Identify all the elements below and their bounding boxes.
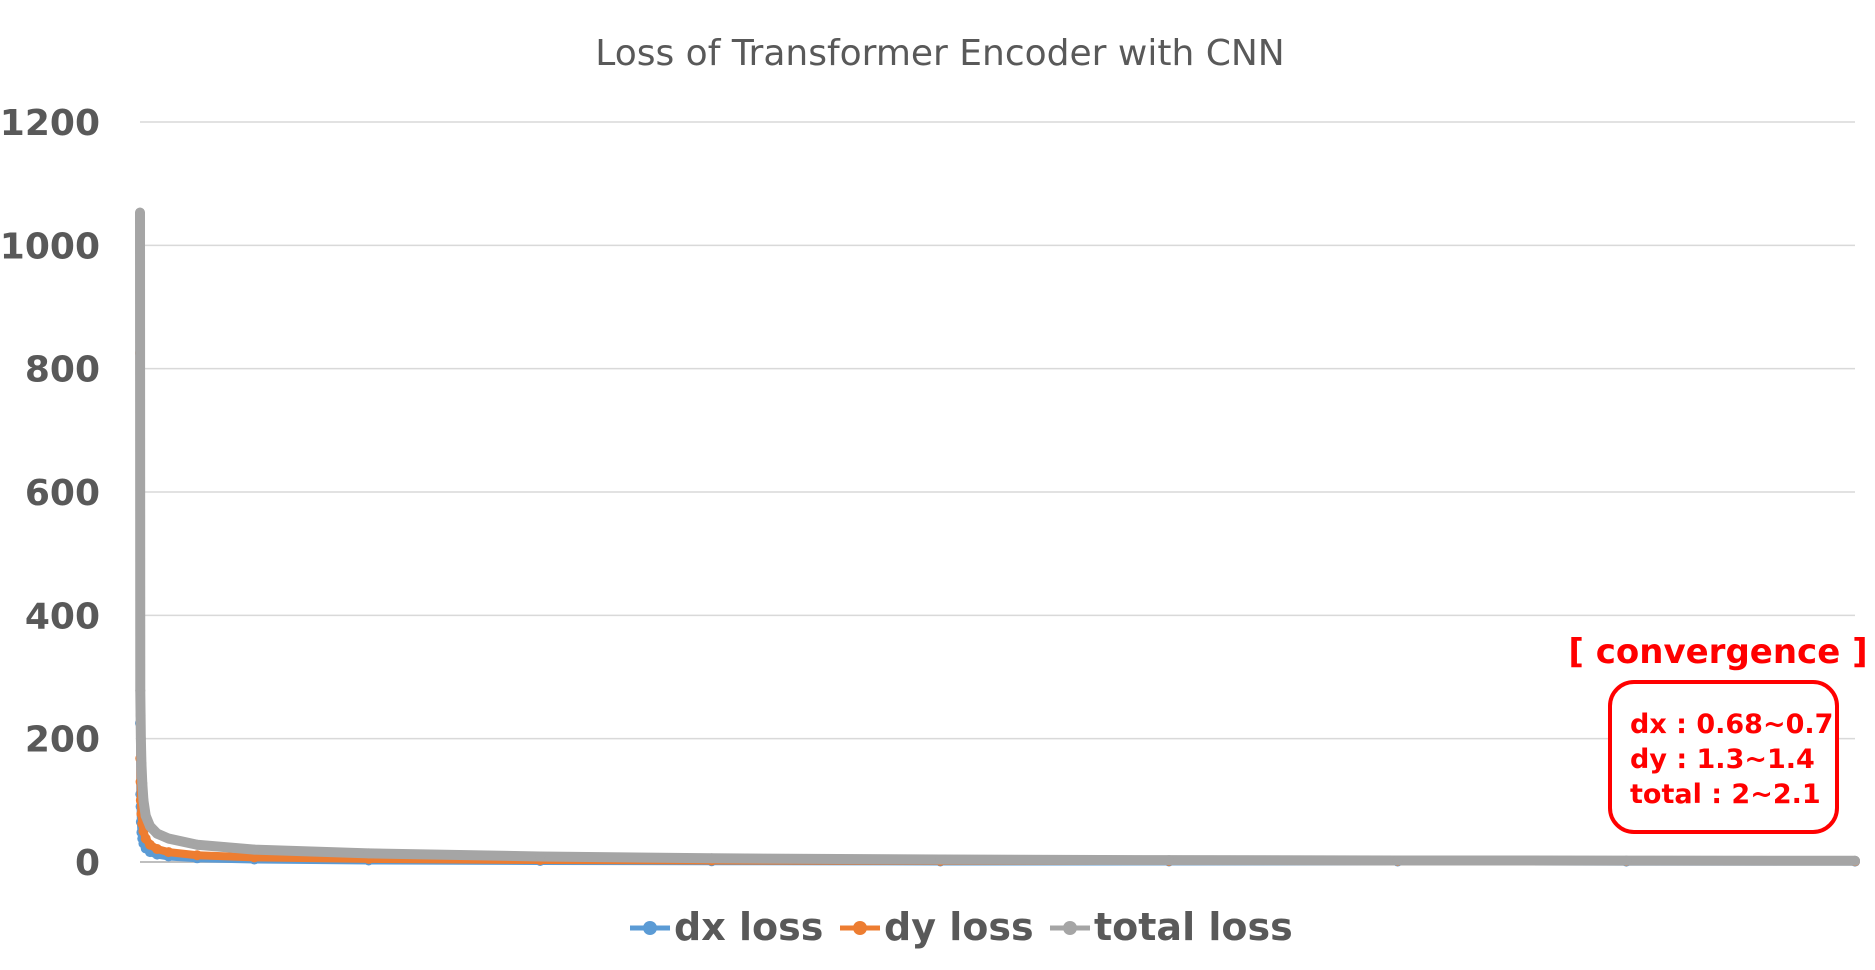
series-line-total-loss	[135, 207, 1860, 866]
y-tick-label: 1000	[0, 226, 100, 267]
data-point-total-loss	[135, 733, 146, 744]
y-axis: 0 200 400 600 800 1000 1200	[0, 103, 100, 884]
data-point-total-loss	[1392, 855, 1403, 866]
legend: dx loss dy loss total loss	[630, 905, 1293, 949]
series-line-dx-loss	[136, 719, 1859, 866]
data-point-total-loss	[138, 795, 149, 806]
annotation-box	[1608, 680, 1839, 834]
data-point-total-loss	[140, 810, 151, 821]
data-point-dy-loss	[192, 850, 203, 861]
data-point-total-loss	[152, 828, 163, 839]
series-dx-loss	[135, 718, 1860, 867]
series-total-loss	[135, 207, 1860, 866]
data-point-total-loss	[363, 848, 374, 859]
data-point-total-loss	[136, 758, 147, 769]
y-tick-label: 800	[25, 350, 100, 391]
gridlines	[140, 121, 1855, 863]
annotation-line-dy: dy : 1.3~1.4	[1630, 744, 1815, 775]
annotation-title: [ convergence ]	[1568, 632, 1867, 672]
data-point-total-loss	[192, 839, 203, 850]
series-group	[135, 207, 1860, 867]
convergence-annotation: [ convergence ] dx : 0.68~0.7 dy : 1.3~1…	[1568, 632, 1868, 834]
annotation-line-dx: dx : 0.68~0.7	[1630, 709, 1833, 740]
data-point-total-loss	[145, 821, 156, 832]
data-point-total-loss	[163, 833, 174, 844]
chart-title: Loss of Transformer Encoder with CNN	[595, 33, 1284, 74]
legend-swatch-marker-dx-loss	[643, 921, 657, 935]
data-point-dy-loss	[152, 844, 163, 855]
data-point-total-loss	[137, 778, 148, 789]
annotation-line-total: total : 2~2.1	[1630, 779, 1821, 810]
data-point-total-loss	[706, 853, 717, 864]
data-point-total-loss	[535, 851, 546, 862]
data-point-total-loss	[935, 854, 946, 865]
legend-swatch-marker-dy-loss	[853, 921, 867, 935]
y-tick-label: 400	[25, 596, 100, 637]
y-tick-label: 0	[75, 843, 100, 884]
series-line-dy-loss	[136, 349, 1859, 866]
y-tick-label: 600	[25, 473, 100, 514]
data-point-total-loss	[135, 685, 146, 696]
series-dy-loss	[135, 348, 1860, 867]
legend-swatch-marker-total-loss	[1063, 921, 1077, 935]
legend-label-dy-loss: dy loss	[884, 905, 1034, 949]
data-point-total-loss	[1850, 855, 1860, 866]
y-tick-label: 1200	[0, 103, 100, 144]
data-point-total-loss	[1621, 855, 1632, 866]
data-point-total-loss	[249, 844, 260, 855]
data-point-total-loss	[1164, 855, 1174, 866]
data-point-dy-loss	[249, 852, 260, 863]
legend-label-total-loss: total loss	[1094, 905, 1293, 949]
data-point-dy-loss	[163, 847, 174, 858]
legend-label-dx-loss: dx loss	[674, 905, 823, 949]
y-tick-label: 200	[25, 720, 100, 761]
data-point-total-loss	[135, 710, 146, 721]
data-point-total-loss	[135, 207, 145, 218]
